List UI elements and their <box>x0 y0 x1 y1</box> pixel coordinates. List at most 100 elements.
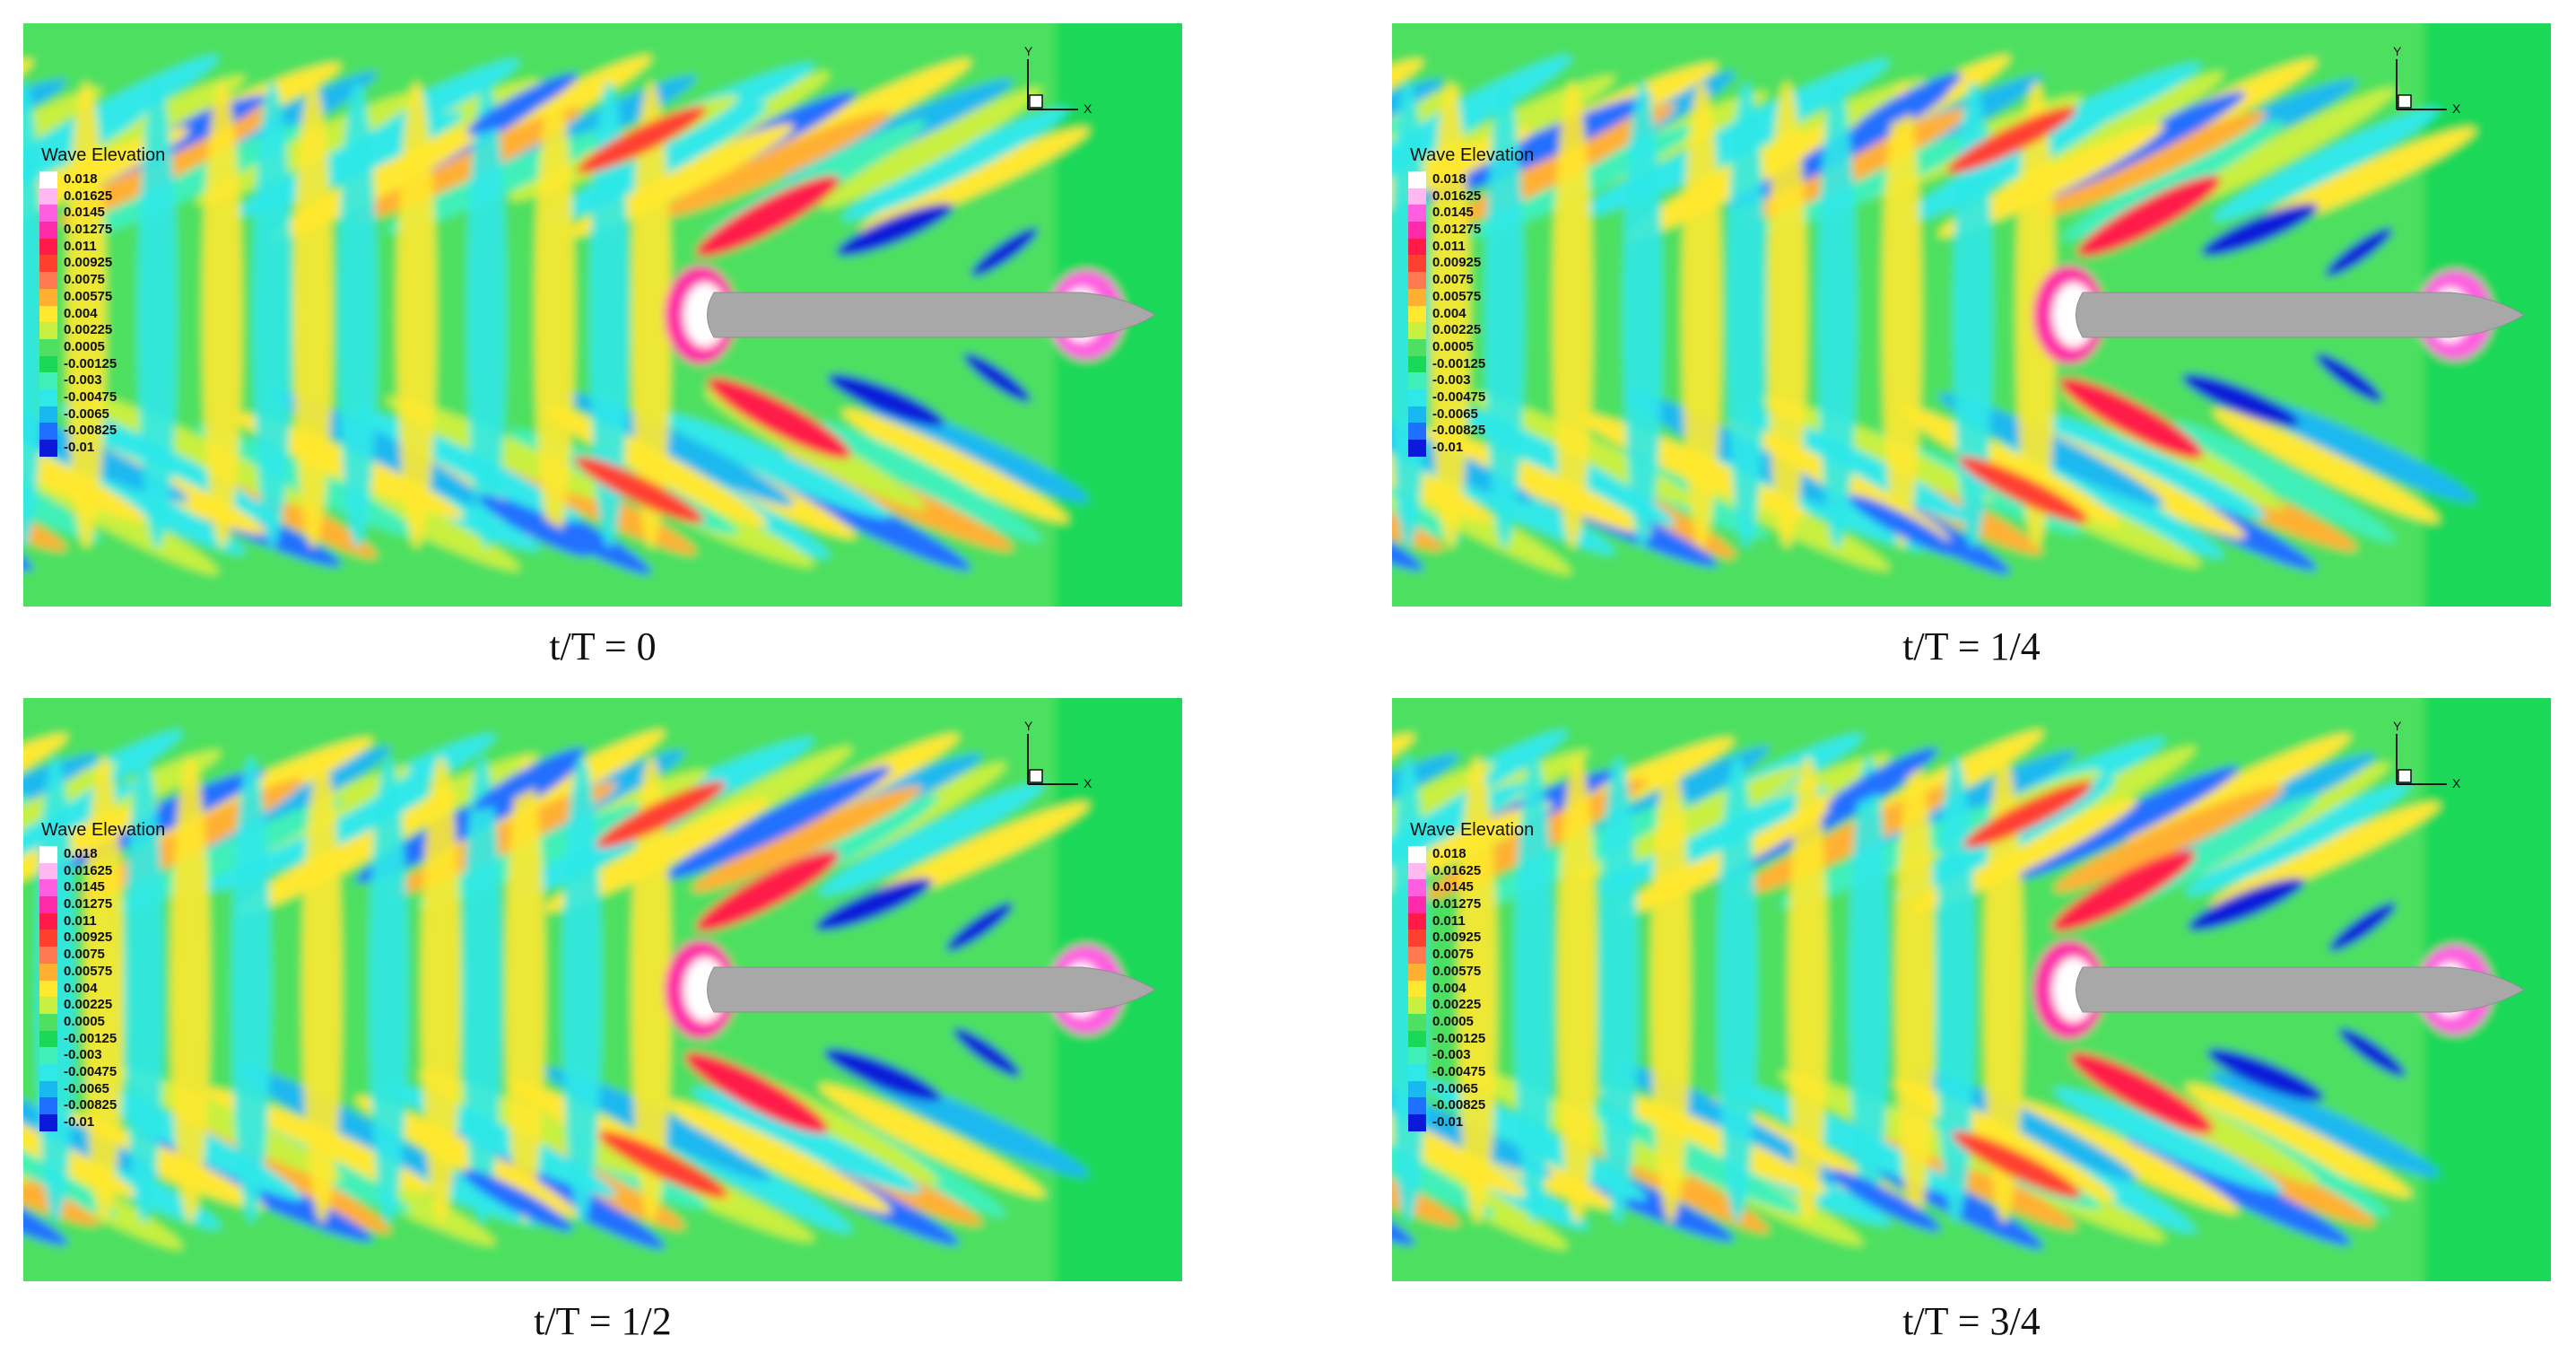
legend-label: -0.01 <box>64 440 95 455</box>
legend-entry: 0.01625 <box>1408 862 1579 880</box>
legend-swatch <box>1408 1114 1426 1131</box>
ship-hull <box>707 292 1156 338</box>
legend-entry: -0.00825 <box>39 423 210 440</box>
legend-swatch <box>39 272 57 289</box>
legend-label: 0.00575 <box>1432 963 1482 979</box>
legend-swatch <box>39 406 57 423</box>
legend-swatch <box>1408 238 1426 256</box>
legend: Wave Elevation 0.018 0.01625 0.0145 0.01275 0… <box>39 145 210 457</box>
legend-swatch <box>1408 1097 1426 1114</box>
legend-swatch <box>1408 171 1426 188</box>
legend-label: 0.0005 <box>1432 1013 1474 1029</box>
axis-x-label: X <box>2452 101 2461 116</box>
legend-title: Wave Elevation <box>41 145 166 165</box>
legend-label: 0.01625 <box>64 862 113 878</box>
legend-swatch <box>39 205 57 223</box>
legend-entry: 0.011 <box>39 912 210 930</box>
legend-entry: -0.003 <box>1408 1047 1579 1064</box>
legend-swatch <box>1408 947 1426 964</box>
legend-entry: 0.00225 <box>1408 322 1579 339</box>
legend-entry: 0.00925 <box>1408 255 1579 273</box>
legend-label: 0.018 <box>64 846 98 861</box>
legend-entry: -0.0065 <box>39 406 210 423</box>
axis-y-label: Y <box>1024 44 1033 58</box>
legend-entry: 0.01275 <box>39 896 210 913</box>
wave-field <box>23 23 1182 607</box>
legend-swatch <box>39 930 57 947</box>
axis-triad: YX <box>1024 44 1092 116</box>
legend-entry: 0.00575 <box>1408 288 1579 306</box>
legend-label: 0.00225 <box>64 322 113 338</box>
legend-swatch <box>39 188 57 205</box>
legend-swatch <box>39 963 57 981</box>
legend-swatch <box>1408 930 1426 947</box>
legend-entry: -0.01 <box>1408 1114 1579 1131</box>
legend-swatch <box>39 1063 57 1081</box>
legend-label: 0.01275 <box>64 896 113 912</box>
legend-entry: 0.01625 <box>39 862 210 880</box>
legend-entry: 0.004 <box>39 305 210 323</box>
legend-swatch <box>1408 862 1426 880</box>
legend-label: 0.00925 <box>64 255 113 271</box>
legend-entry: 0.018 <box>39 846 210 863</box>
legend-entry: 0.00925 <box>39 930 210 947</box>
caption-t3-4: t/T = 3/4 <box>1902 1299 2041 1343</box>
legend-swatch <box>1408 188 1426 205</box>
legend-swatch <box>39 288 57 306</box>
legend-entry: 0.00925 <box>1408 930 1579 947</box>
caption-t1-4: t/T = 1/4 <box>1902 624 2041 668</box>
wave-field <box>23 698 1182 1281</box>
legend-swatch <box>39 1097 57 1114</box>
legend-label: -0.01 <box>64 1114 95 1130</box>
legend-entry: 0.00925 <box>39 255 210 273</box>
axis-y-label: Y <box>1024 719 1033 733</box>
legend-swatch <box>1408 1080 1426 1098</box>
legend: Wave Elevation 0.018 0.01625 0.0145 0.01275 0… <box>1408 820 1579 1131</box>
legend-entry: 0.01275 <box>39 222 210 239</box>
legend-swatch <box>1408 272 1426 289</box>
legend-entry: 0.01625 <box>1408 188 1579 205</box>
caption-t0: t/T = 0 <box>549 624 657 668</box>
legend-entry: 0.0005 <box>1408 1013 1579 1031</box>
legend-label: 0.0005 <box>64 1013 105 1029</box>
legend-swatch <box>39 896 57 913</box>
legend-label: -0.00825 <box>1432 423 1486 439</box>
legend-label: -0.003 <box>1432 1047 1471 1063</box>
legend-swatch <box>1408 205 1426 223</box>
legend-entry: 0.0075 <box>1408 272 1579 289</box>
legend-label: -0.01 <box>1432 1114 1464 1130</box>
legend-label: -0.003 <box>64 372 102 389</box>
legend-label: 0.004 <box>1432 980 1466 996</box>
legend-label: -0.00475 <box>64 389 117 405</box>
legend-label: 0.004 <box>64 980 98 996</box>
contour-panel-t1-4: Wave Elevation 0.018 0.01625 0.0145 0.01275 0… <box>1392 23 2551 607</box>
legend-swatch <box>39 980 57 998</box>
legend-swatch <box>39 997 57 1014</box>
legend: Wave Elevation 0.018 0.01625 0.0145 0.01275 0… <box>39 820 210 1131</box>
legend-label: 0.00575 <box>64 288 113 304</box>
axis-y-label: Y <box>2393 44 2402 58</box>
legend-entry: -0.0065 <box>39 1080 210 1098</box>
legend-label: 0.00225 <box>1432 997 1482 1013</box>
legend-swatch <box>1408 963 1426 981</box>
legend-label: 0.018 <box>1432 846 1466 861</box>
legend-label: -0.0065 <box>64 406 109 422</box>
axis-x-label: X <box>1083 101 1092 116</box>
legend-entry: 0.018 <box>39 171 210 188</box>
legend-swatch <box>39 1047 57 1064</box>
legend-entry: 0.0075 <box>1408 947 1579 964</box>
legend-label: -0.0065 <box>1432 1080 1478 1096</box>
ship-hull <box>2076 292 2525 338</box>
legend-label: 0.00575 <box>1432 288 1482 304</box>
legend-label: 0.011 <box>1432 238 1466 254</box>
legend: Wave Elevation 0.018 0.01625 0.0145 0.01275 0… <box>1408 145 1579 457</box>
contour-panel-t0: Wave Elevation 0.018 0.01625 0.0145 0.01275 0… <box>23 23 1182 607</box>
axis-x-label: X <box>2452 776 2461 790</box>
legend-entry: -0.003 <box>39 372 210 389</box>
legend-label: 0.01625 <box>64 188 113 204</box>
legend-label: 0.011 <box>64 912 97 929</box>
legend-label: 0.0145 <box>1432 205 1474 221</box>
caption-t1-2: t/T = 1/2 <box>534 1299 672 1343</box>
legend-label: 0.00925 <box>1432 930 1482 946</box>
legend-swatch <box>39 322 57 339</box>
